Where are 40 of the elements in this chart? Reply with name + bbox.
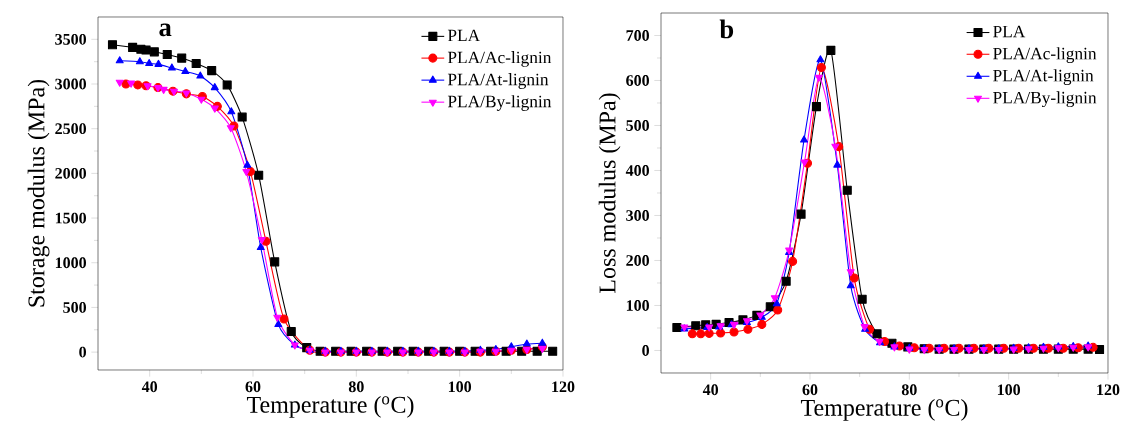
y-tick-label: 600 [626, 75, 650, 86]
x-tick-label: 100 [448, 381, 472, 393]
legend-label: PLA [447, 29, 481, 42]
y-tick-label: 0 [642, 345, 650, 356]
y-tick-label: 1500 [55, 212, 87, 224]
x-tick-label: 40 [141, 381, 158, 393]
y-tick-label: 200 [626, 255, 650, 266]
x-axis-title: Temperature ($^{o}$C) [800, 398, 968, 421]
legend-label: PLA/By-lignin [993, 91, 1097, 108]
y-axis-title: Loss modulus (MPa) [598, 93, 621, 293]
x-tick-label: 80 [901, 384, 917, 396]
x-tick-label: 60 [802, 384, 818, 396]
x-tick-label: 120 [1097, 384, 1120, 396]
x-tick-label: 100 [997, 384, 1021, 396]
x-tick-label: 120 [552, 381, 575, 393]
y-tick-label: 500 [626, 120, 650, 131]
y-tick-label: 400 [625, 165, 650, 176]
y-tick-label: 0 [79, 346, 87, 358]
legend-label: PLA/Ac-lignin [993, 47, 1097, 64]
y-tick-label: 2000 [55, 167, 87, 179]
x-axis-title: Temperature ($^{o}$C) [246, 395, 414, 418]
x-tick-label: 40 [702, 384, 719, 396]
y-tick-label: 500 [63, 302, 87, 313]
annotation: a [159, 23, 172, 37]
y-tick-label: 3000 [55, 78, 87, 90]
y-tick-label: 300 [626, 210, 650, 221]
y-tick-label: 100 [626, 300, 650, 311]
x-tick-label: 60 [245, 381, 261, 393]
y-tick-label: 2500 [55, 123, 87, 135]
y-axis-title: Storage modulus (MPa) [27, 79, 50, 307]
y-tick-label: 3500 [55, 33, 87, 45]
y-tick-label: 700 [626, 30, 650, 41]
legend-label: PLA/By-lignin [447, 95, 552, 111]
annotation: b [719, 19, 734, 39]
legend-label: PLA [993, 25, 1026, 38]
legend-label: PLA/At-lignin [993, 69, 1094, 86]
legend-label: PLA/Ac-lignin [447, 51, 552, 67]
y-tick-label: 1000 [55, 257, 87, 269]
legend-label: PLA/At-lignin [447, 73, 549, 89]
x-tick-label: 80 [348, 381, 364, 393]
